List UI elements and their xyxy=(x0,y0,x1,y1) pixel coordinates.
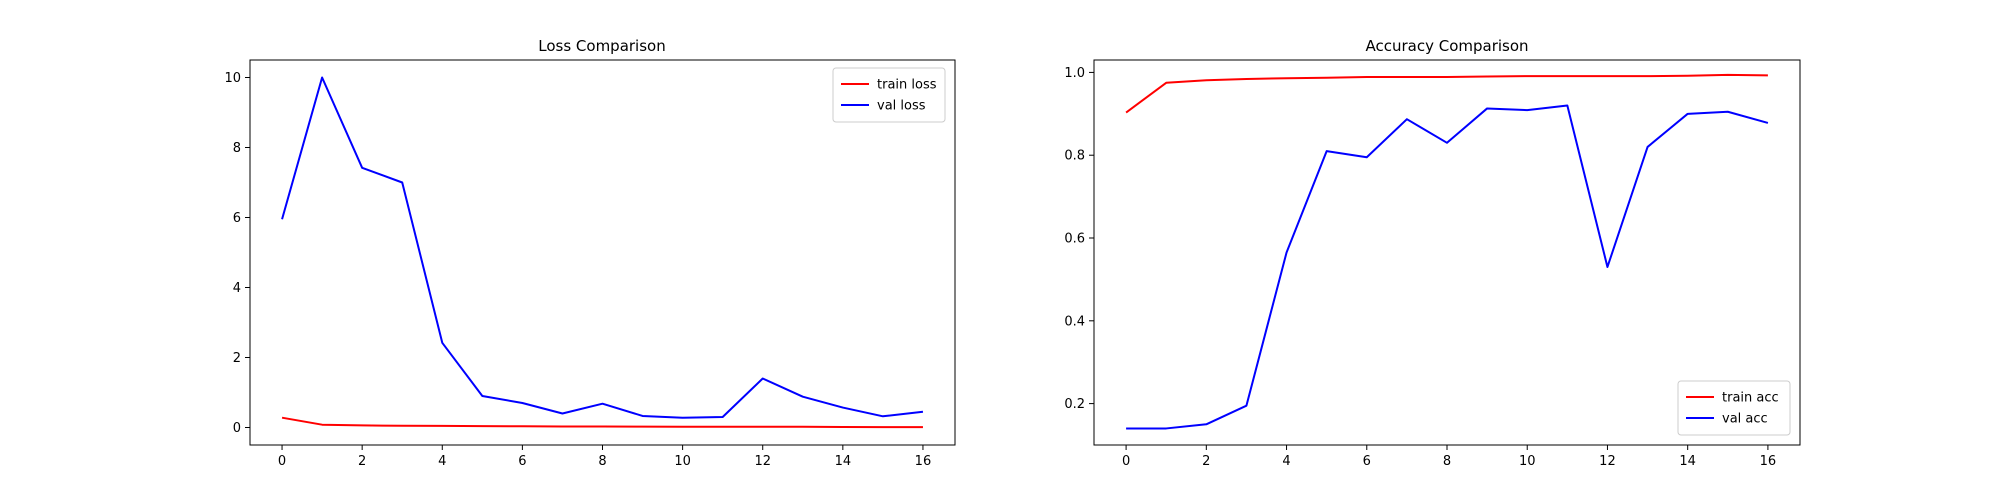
y-tick-label: 10 xyxy=(224,71,241,86)
y-tick-label: 0 xyxy=(233,421,241,436)
y-tick-label: 0.8 xyxy=(1064,149,1085,164)
x-tick-label: 4 xyxy=(438,454,446,469)
x-tick-label: 0 xyxy=(1122,454,1130,469)
x-tick-label: 6 xyxy=(1363,454,1371,469)
legend-label: val loss xyxy=(877,99,926,114)
x-tick-label: 10 xyxy=(1519,454,1536,469)
x-tick-label: 14 xyxy=(835,454,852,469)
x-tick-label: 6 xyxy=(518,454,526,469)
x-tick-label: 2 xyxy=(358,454,366,469)
series-line xyxy=(281,76,924,419)
x-tick-label: 8 xyxy=(1443,454,1451,469)
x-tick-label: 12 xyxy=(1599,454,1616,469)
series-line xyxy=(1126,104,1769,430)
x-tick-label: 0 xyxy=(278,454,286,469)
x-tick-label: 10 xyxy=(674,454,691,469)
y-tick-label: 1.0 xyxy=(1064,66,1085,81)
y-tick-label: 0.6 xyxy=(1064,232,1085,247)
series-line xyxy=(1125,73,1768,114)
x-tick-label: 2 xyxy=(1202,454,1210,469)
legend-label: train loss xyxy=(877,78,937,93)
x-tick-label: 16 xyxy=(915,454,932,469)
x-tick-label: 4 xyxy=(1282,454,1290,469)
x-tick-label: 8 xyxy=(598,454,606,469)
y-tick-label: 2 xyxy=(233,351,241,366)
series-line xyxy=(281,416,923,429)
y-tick-label: 4 xyxy=(233,281,241,296)
y-tick-label: 0.4 xyxy=(1064,314,1085,329)
chart-title: Loss Comparison xyxy=(538,37,665,55)
x-tick-label: 12 xyxy=(754,454,771,469)
legend: train loss val loss xyxy=(832,67,946,123)
y-tick-label: 0.2 xyxy=(1064,397,1085,412)
x-tick-label: 14 xyxy=(1679,454,1696,469)
x-tick-label: 16 xyxy=(1760,454,1777,469)
loss-chart-marks: 0 2 4 6 8 10 12 14 16 0 2 4 6 8 10 train loss val loss xyxy=(224,67,946,469)
legend-box xyxy=(1677,380,1791,436)
y-tick-label: 8 xyxy=(233,141,241,156)
legend-box xyxy=(832,67,946,123)
loss-chart-panel: Loss Comparison 0 2 4 6 8 10 12 14 16 0 2 4 6 8 10 trai… xyxy=(224,37,956,469)
y-tick-label: 6 xyxy=(233,211,241,226)
legend-label: val acc xyxy=(1722,412,1768,427)
legend-label: train acc xyxy=(1722,391,1779,406)
chart-title: Accuracy Comparison xyxy=(1365,37,1528,55)
legend: train acc val acc xyxy=(1677,380,1791,436)
accuracy-chart-marks: 0 2 4 6 8 10 12 14 16 0.2 0.4 0.6 0.8 1.0 train acc val… xyxy=(1064,66,1791,469)
accuracy-chart-panel: Accuracy Comparison 0 2 4 6 8 10 12 14 160.20.40… xyxy=(1064,37,1801,469)
